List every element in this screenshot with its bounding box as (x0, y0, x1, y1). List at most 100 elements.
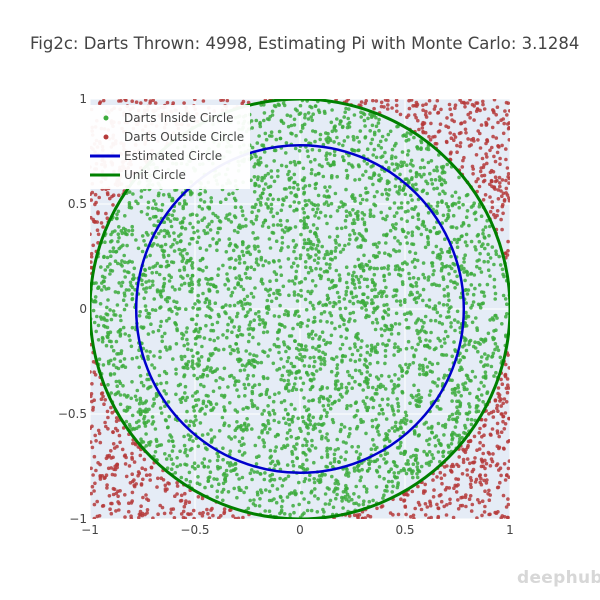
dart-inside (359, 110, 363, 115)
dart-inside (200, 218, 204, 222)
dart-inside (246, 382, 251, 387)
dart-outside (104, 211, 108, 216)
dart-outside (231, 514, 235, 518)
dart-inside (348, 317, 352, 321)
dart-inside (248, 276, 252, 281)
dart-outside (498, 181, 502, 185)
dart-inside (167, 453, 172, 458)
dart-inside (321, 174, 326, 179)
dart-outside (442, 504, 447, 509)
dart-inside (376, 143, 381, 148)
dart-inside (416, 342, 420, 347)
dart-inside (178, 221, 183, 225)
dart-inside (328, 137, 332, 141)
dart-outside (450, 470, 454, 474)
dart-inside (445, 285, 450, 289)
dart-outside (497, 175, 502, 180)
dart-inside (194, 403, 199, 408)
dart-inside (96, 338, 101, 342)
dart-inside (188, 213, 193, 217)
dart-inside (403, 410, 408, 415)
dart-inside (335, 234, 340, 239)
dart-inside (394, 222, 398, 226)
dart-inside (398, 241, 403, 246)
dart-inside (413, 265, 417, 270)
dart-inside (458, 404, 462, 409)
dart-inside (282, 444, 286, 448)
dart-inside (347, 153, 351, 158)
dart-inside (225, 272, 229, 276)
dart-inside (414, 453, 418, 458)
dart-inside (140, 282, 144, 287)
dart-outside (95, 228, 100, 232)
dart-outside (402, 499, 406, 503)
dart-inside (505, 312, 509, 316)
dart-outside (453, 106, 457, 110)
dart-inside (345, 285, 350, 290)
dart-outside (423, 513, 428, 517)
dart-inside (154, 214, 158, 219)
dart-inside (146, 357, 150, 361)
dart-inside (190, 464, 195, 469)
dart-inside (195, 389, 199, 394)
dart-outside (211, 513, 215, 518)
dart-inside (256, 161, 261, 166)
dart-outside (101, 225, 105, 229)
dart-outside (411, 513, 416, 518)
dart-outside (468, 475, 473, 480)
dart-inside (392, 412, 396, 417)
dart-inside (173, 471, 178, 475)
dart-outside (492, 186, 496, 190)
dart-inside (392, 168, 397, 172)
dart-inside (240, 303, 244, 308)
dart-outside (181, 515, 186, 519)
dart-inside (147, 385, 151, 390)
dart-outside (501, 493, 506, 498)
dart-inside (472, 273, 477, 277)
dart-inside (358, 452, 363, 457)
dart-inside (424, 179, 428, 184)
dart-inside (491, 351, 496, 356)
dart-inside (358, 285, 362, 290)
dart-inside (215, 320, 220, 325)
dart-outside (482, 510, 487, 514)
dart-outside (439, 107, 443, 112)
dart-outside (475, 101, 480, 105)
dart-inside (253, 443, 258, 448)
dart-inside (457, 237, 462, 242)
dart-inside (280, 373, 285, 378)
dart-inside (492, 336, 497, 341)
dart-inside (286, 310, 290, 314)
dart-outside (90, 399, 94, 404)
dart-inside (277, 350, 281, 355)
dart-inside (476, 302, 481, 307)
dart-inside (404, 346, 409, 351)
dart-inside (416, 217, 421, 222)
dart-inside (272, 314, 277, 318)
dart-inside (379, 294, 384, 299)
dart-inside (419, 318, 424, 323)
dart-inside (341, 490, 346, 494)
dart-inside (414, 170, 419, 175)
dart-outside (490, 205, 495, 210)
dart-inside (274, 445, 279, 449)
dart-inside (387, 180, 391, 184)
dart-outside (394, 99, 399, 103)
dart-inside (397, 322, 402, 326)
dart-inside (301, 381, 306, 386)
dart-inside (293, 225, 298, 229)
dart-inside (208, 470, 213, 475)
dart-outside (236, 516, 241, 519)
dart-outside (478, 473, 483, 477)
dart-inside (343, 225, 348, 230)
dart-inside (287, 169, 291, 174)
dart-inside (394, 299, 399, 303)
dart-inside (271, 399, 276, 404)
dart-outside (505, 515, 510, 519)
dart-inside (501, 293, 506, 298)
dart-inside (307, 256, 312, 260)
dart-inside (265, 376, 270, 381)
dart-inside (279, 273, 284, 278)
dart-inside (181, 333, 186, 337)
